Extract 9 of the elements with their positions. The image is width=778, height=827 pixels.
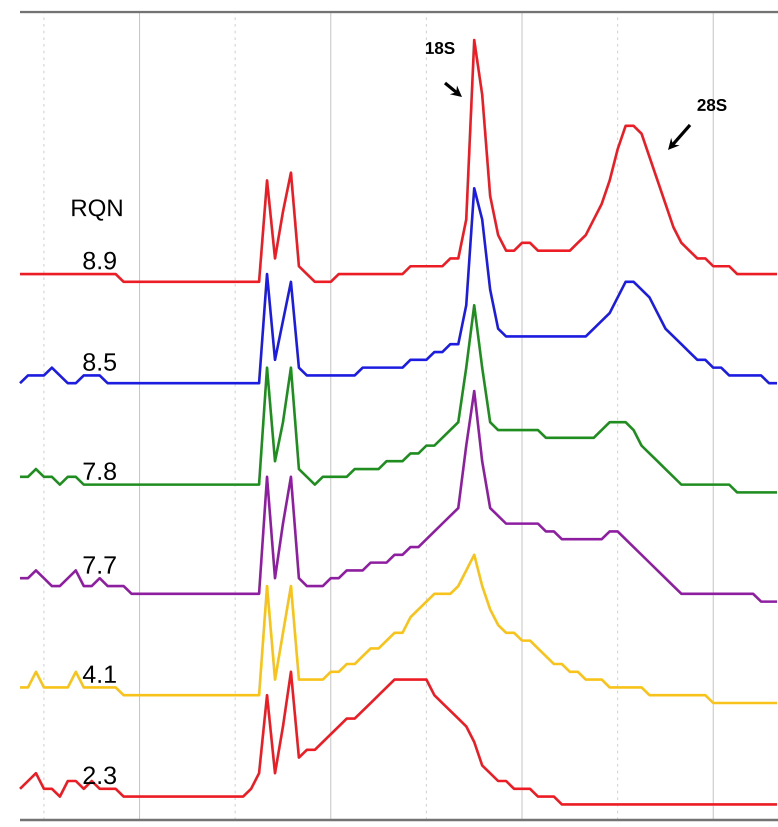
series-label: 7.8 (84, 462, 116, 480)
series-label: 8.9 (83, 252, 116, 270)
series-label: 8.5 (83, 353, 116, 371)
annotation: 28S (697, 98, 726, 112)
series-label: 7.7 (84, 556, 116, 574)
annotation: RQN (72, 199, 122, 221)
series-label: 2.3 (84, 766, 116, 784)
series-label: 4.1 (82, 666, 116, 683)
annotation: 18S (426, 42, 454, 54)
